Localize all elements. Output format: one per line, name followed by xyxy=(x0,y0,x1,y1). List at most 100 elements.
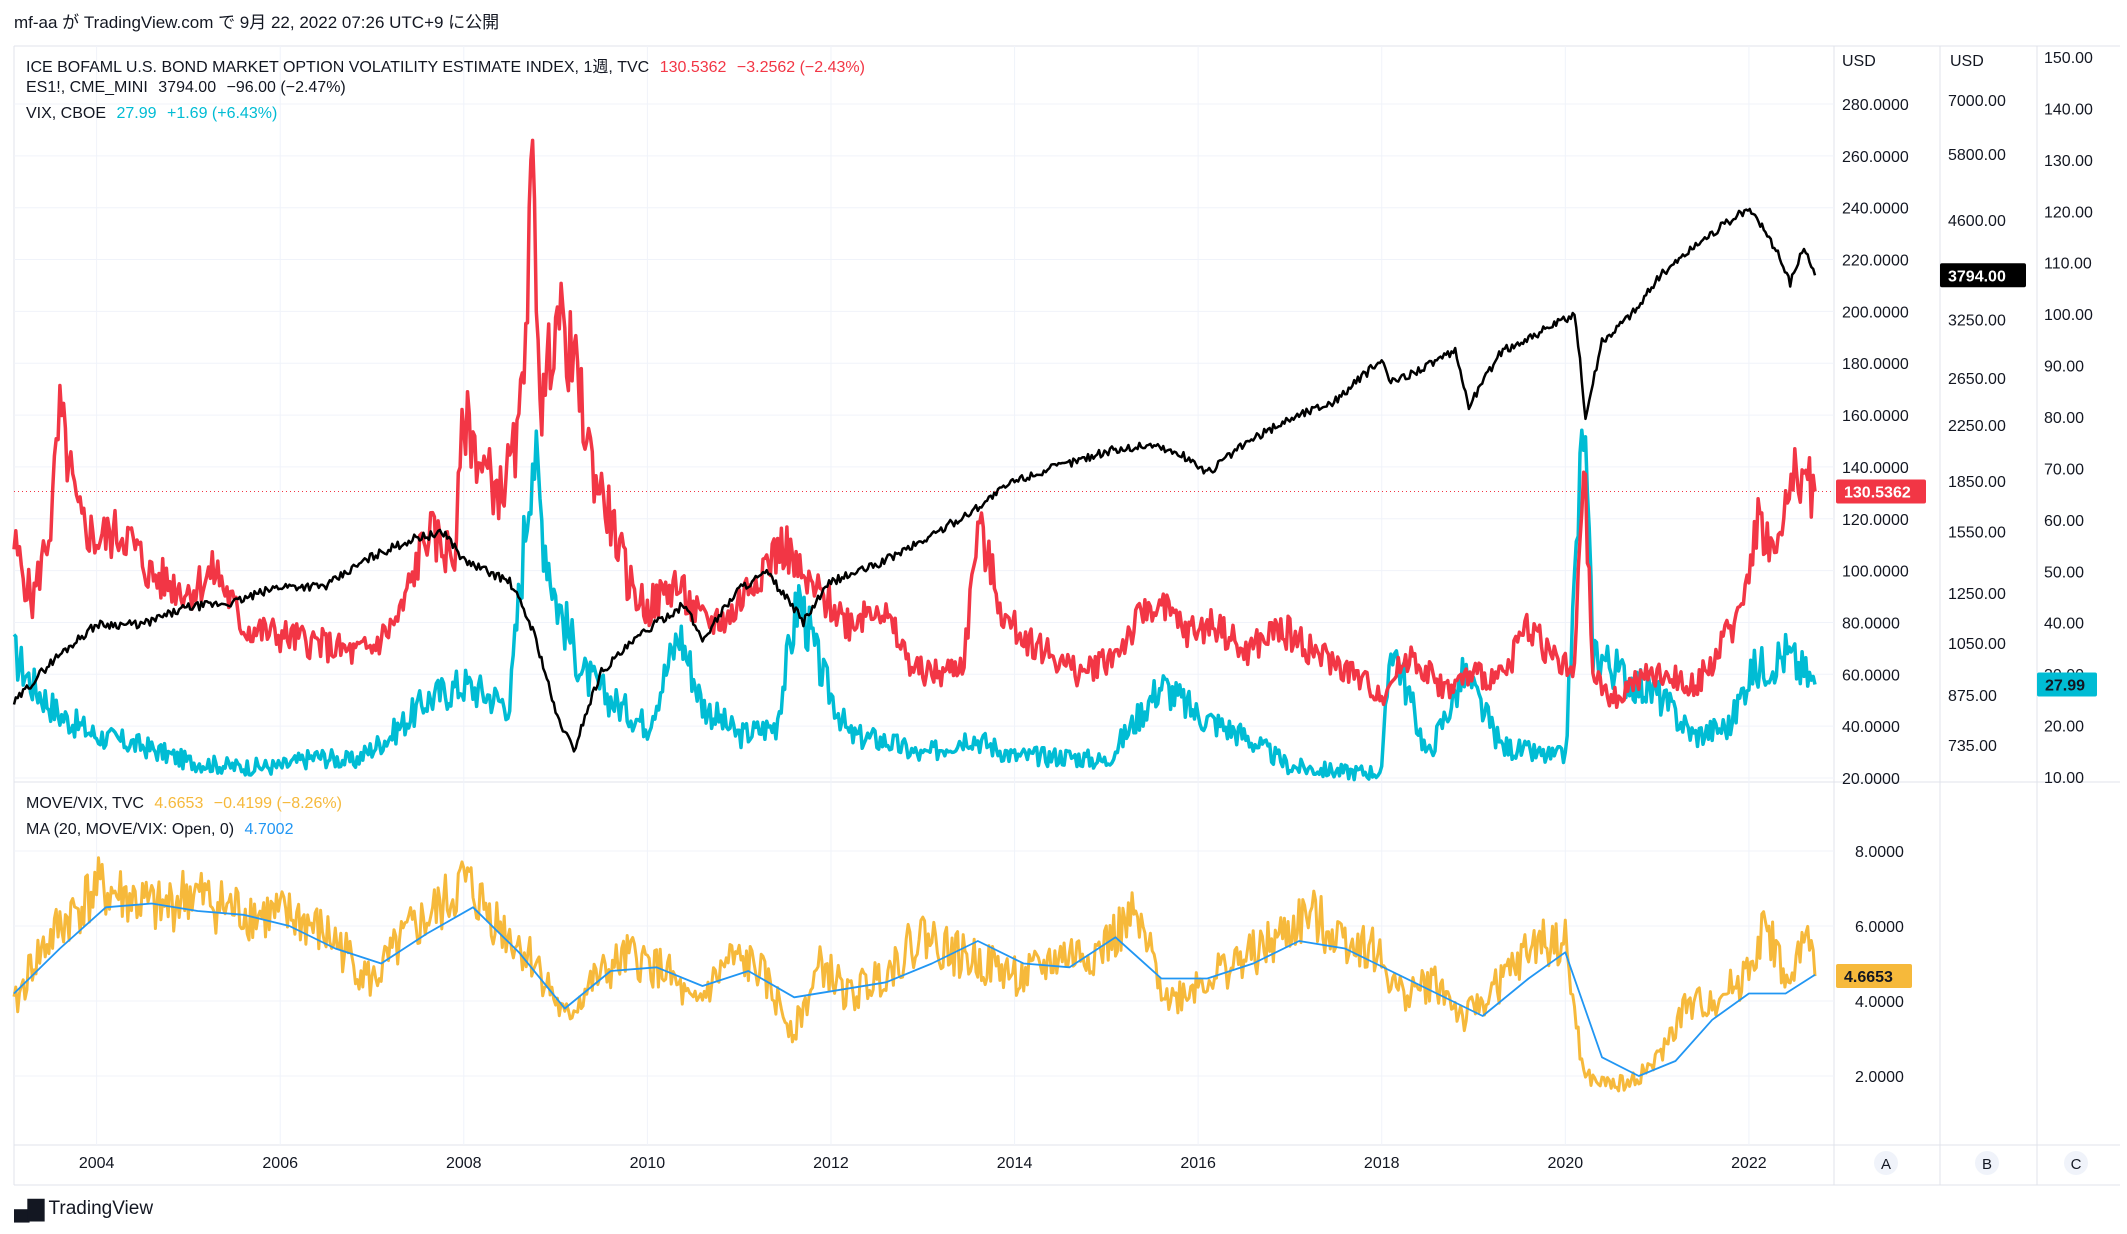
axis-b-tick-2: 4600.00 xyxy=(1948,213,2006,230)
x-tick-2018: 2018 xyxy=(1364,1155,1400,1172)
x-tick-2016: 2016 xyxy=(1180,1155,1216,1172)
axis-c-tick-6: 90.00 xyxy=(2044,359,2084,376)
axis-a-tick-6: 160.0000 xyxy=(1842,408,1909,425)
upper-pane-series xyxy=(12,138,1834,782)
ratio-price-tag: 4.6653 xyxy=(1836,964,1912,989)
ratio-price-tag-bg xyxy=(1836,964,1912,989)
axis-a-tick-5: 180.0000 xyxy=(1842,356,1909,373)
legend-ratio-change: −0.4199 (−8.26%) xyxy=(213,795,342,812)
legend-vix[interactable]: VIX, CBOE 27.99 +1.69 (+6.43%) xyxy=(26,105,283,123)
axis-b-tick-3: 3250.00 xyxy=(1948,313,2006,330)
legend-es-change: −96.00 (−2.47%) xyxy=(226,79,346,96)
lower-tick-1: 6.0000 xyxy=(1855,919,1904,936)
lower-pane-series xyxy=(12,856,1817,1093)
es-price-tag-text: 3794.00 xyxy=(1948,268,2006,285)
x-tick-2004: 2004 xyxy=(79,1155,115,1172)
axis-c-tick-9: 60.00 xyxy=(2044,513,2084,530)
lower-tick-3: 2.0000 xyxy=(1855,1069,1904,1086)
axis-a-tick-13: 20.0000 xyxy=(1842,771,1900,788)
axis-b-tick-11: 735.00 xyxy=(1948,738,1997,755)
es-price-tag: 3794.00 xyxy=(1940,263,2026,288)
lower-tick-2: 4.0000 xyxy=(1855,994,1904,1011)
legend-move[interactable]: ICE BOFAML U.S. BOND MARKET OPTION VOLAT… xyxy=(26,53,871,77)
lower-tick-0: 8.0000 xyxy=(1855,844,1904,861)
axis-a-tick-0: 280.0000 xyxy=(1842,97,1909,114)
legend-ratio[interactable]: MOVE/VIX, TVC 4.6653 −0.4199 (−8.26%) xyxy=(26,795,348,813)
legend-move-value: 130.5362 xyxy=(659,59,727,76)
axis-b-tick-4: 2650.00 xyxy=(1948,371,2006,388)
axis-a-title: USD xyxy=(1842,53,1876,70)
scale-button-label-a: A xyxy=(1881,1156,1891,1173)
axis-c-tick-2: 130.00 xyxy=(2044,153,2093,170)
scale-button-b[interactable]: B xyxy=(1975,1151,1999,1175)
axis-c-tick-5: 100.00 xyxy=(2044,307,2093,324)
axis-a-tick-12: 40.0000 xyxy=(1842,719,1900,736)
moving-average-line xyxy=(13,902,1816,1077)
legend-es-label: ES1!, CME_MINI xyxy=(26,79,148,96)
axis-a-tick-10: 80.0000 xyxy=(1842,615,1900,632)
x-tick-2012: 2012 xyxy=(813,1155,849,1172)
move-vix-ratio-line xyxy=(12,856,1817,1093)
scale-button-label-b: B xyxy=(1982,1156,1992,1173)
footer-branding[interactable]: ▄▇ TradingView xyxy=(14,1196,153,1222)
vix-price-tag-bg xyxy=(2037,672,2097,697)
price-axes: 280.0000 260.0000 240.0000 220.0000 200.0000… xyxy=(1842,50,2093,1175)
price-tags: 130.5362 3794.00 27.99 4.6653 xyxy=(1836,263,2097,989)
legend-ma-value: 4.7002 xyxy=(244,821,294,838)
axis-c-tick-4: 110.00 xyxy=(2044,256,2092,273)
axis-c-tick-0: 150.00 xyxy=(2044,50,2093,67)
scale-button-a[interactable]: A xyxy=(1874,1151,1898,1175)
es-line xyxy=(12,207,1817,753)
time-axis: 2004 2006 2008 2010 2012 2014 2016 2018 2020 2022 xyxy=(79,1155,1767,1172)
axis-a-tick-9: 100.0000 xyxy=(1842,564,1909,581)
axis-b-tick-6: 1850.00 xyxy=(1948,474,2006,491)
axis-a-tick-7: 140.0000 xyxy=(1842,460,1909,477)
x-tick-2008: 2008 xyxy=(446,1155,482,1172)
axis-b-tick-7: 1550.00 xyxy=(1948,524,2006,541)
axis-a-tick-8: 120.0000 xyxy=(1842,512,1909,529)
grid-lines xyxy=(14,46,1834,1145)
scale-button-label-c: C xyxy=(2071,1156,2082,1173)
axis-c-tick-13: 20.00 xyxy=(2044,719,2084,736)
axis-b-tick-0: 7000.00 xyxy=(1948,93,2006,110)
x-tick-2020: 2020 xyxy=(1548,1155,1584,1172)
legend-ma[interactable]: MA (20, MOVE/VIX: Open, 0) 4.7002 xyxy=(26,821,299,839)
publish-header: mf-aa が TradingView.com で 9月 22, 2022 07… xyxy=(14,13,500,32)
axis-c-tick-10: 50.00 xyxy=(2044,564,2084,581)
es-price-tag-bg xyxy=(1940,263,2026,288)
legend-vix-label: VIX, CBOE xyxy=(26,105,107,122)
axis-b-tick-9: 1050.00 xyxy=(1948,636,2006,653)
scale-button-c[interactable]: C xyxy=(2064,1151,2088,1175)
scale-button-bg-b xyxy=(1975,1151,1999,1175)
axis-a-tick-11: 60.0000 xyxy=(1842,667,1900,684)
x-tick-2006: 2006 xyxy=(262,1155,298,1172)
move-price-tag: 130.5362 xyxy=(1836,479,1926,504)
x-tick-2022: 2022 xyxy=(1731,1155,1767,1172)
axis-c-tick-3: 120.00 xyxy=(2044,204,2093,221)
axis-c-tick-11: 40.00 xyxy=(2044,616,2084,633)
tradingview-logo-icon: ▄▇ xyxy=(14,1196,44,1221)
axis-a-tick-3: 220.0000 xyxy=(1842,253,1909,270)
axis-c-tick-14: 10.00 xyxy=(2044,770,2084,787)
axis-b-tick-5: 2250.00 xyxy=(1948,418,2006,435)
legend-move-change: −3.2562 (−2.43%) xyxy=(736,59,865,76)
move-price-tag-bg xyxy=(1836,479,1926,504)
axis-a-tick-1: 260.0000 xyxy=(1842,149,1909,166)
legend-es[interactable]: ES1!, CME_MINI 3794.00 −96.00 (−2.47%) xyxy=(26,79,352,97)
move-line xyxy=(12,138,1817,710)
axis-b-tick-8: 1250.00 xyxy=(1948,586,2006,603)
axis-c-tick-8: 70.00 xyxy=(2044,461,2084,478)
legend-es-value: 3794.00 xyxy=(158,79,217,96)
legend-move-label: ICE BOFAML U.S. BOND MARKET OPTION VOLAT… xyxy=(26,59,650,76)
legend-vix-value: 27.99 xyxy=(116,105,157,122)
axis-a-tick-4: 200.0000 xyxy=(1842,304,1909,321)
axis-a-tick-2: 240.0000 xyxy=(1842,201,1909,218)
x-tick-2014: 2014 xyxy=(997,1155,1033,1172)
move-price-tag-text: 130.5362 xyxy=(1844,484,1911,501)
scale-button-bg-c xyxy=(2064,1151,2088,1175)
vix-price-tag-text: 27.99 xyxy=(2045,677,2085,694)
chart-frame xyxy=(13,45,2120,1186)
legend-ma-label: MA (20, MOVE/VIX: Open, 0) xyxy=(26,821,235,838)
axis-b-title: USD xyxy=(1950,53,1984,70)
